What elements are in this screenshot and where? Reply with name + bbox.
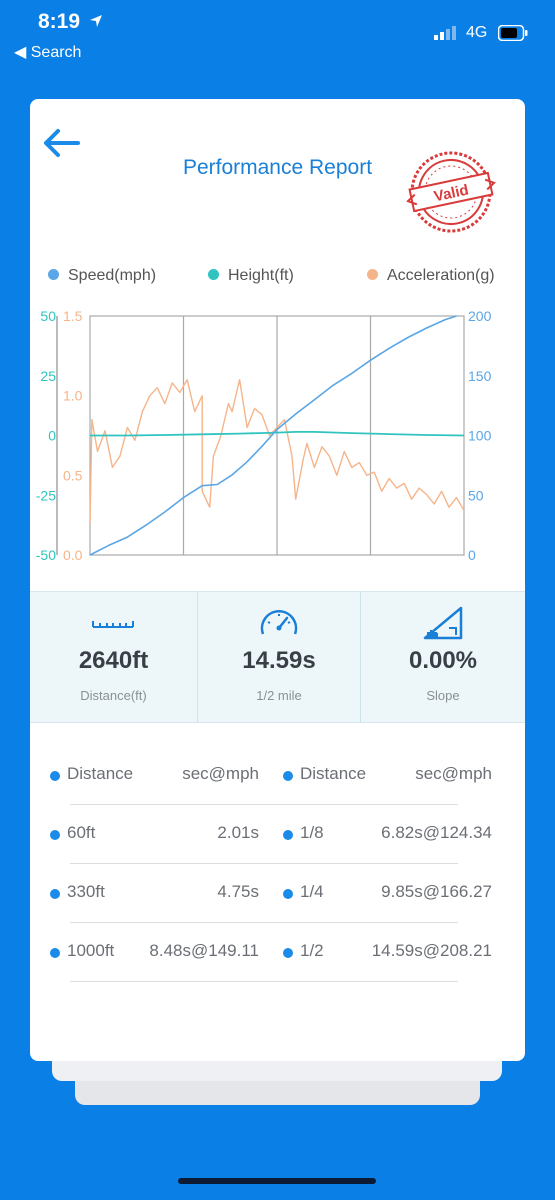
valid-stamp: Valid — [403, 147, 499, 242]
table-row: 330ft 4.75s 1/4 9.85s@166.27 — [30, 872, 525, 930]
speed-tick-label: 200 — [468, 308, 492, 324]
height-tick-label: 25 — [40, 368, 56, 384]
legend-speed: Speed(mph) — [48, 267, 156, 285]
split-time: 9.85s@166.27 — [381, 882, 492, 901]
speed-tick-label: 50 — [468, 487, 484, 503]
table-header-row: Distance sec@mph Distance sec@mph — [30, 754, 525, 812]
height-tick-label: 50 — [40, 308, 56, 324]
column-header: Distance — [67, 764, 134, 783]
speed-tick-label: 0 — [468, 547, 476, 563]
split-time: 4.75s — [217, 882, 259, 901]
slope-icon — [361, 606, 525, 640]
bullet-icon — [50, 830, 60, 840]
home-indicator — [178, 1178, 376, 1184]
stat-distance: 2640ft Distance(ft) — [30, 592, 197, 722]
row-divider — [70, 981, 458, 982]
chart-legend: Speed(mph) Height(ft) Acceleration(g) — [30, 267, 525, 287]
stat-label: Slope — [426, 688, 460, 703]
bullet-icon — [50, 771, 60, 781]
divider — [360, 592, 361, 722]
table-row: 1000ft 8.48s@149.11 1/2 14.59s@208.21 — [30, 931, 525, 989]
battery-icon — [497, 24, 528, 46]
back-arrow-icon — [44, 129, 80, 157]
stat-slope: 0.00% Slope — [361, 592, 525, 722]
split-distance: 1/8 — [300, 823, 324, 842]
speed-tick-label: 100 — [468, 428, 492, 444]
stat-time: 14.59s 1/2 mile — [198, 592, 360, 722]
height-series-line — [90, 431, 465, 437]
speed-dot-icon — [48, 269, 59, 280]
divider — [197, 592, 198, 722]
signal-icon — [434, 26, 458, 45]
bullet-icon — [50, 889, 60, 899]
svg-text:Valid: Valid — [432, 182, 470, 206]
acceleration-dot-icon — [367, 269, 378, 280]
row-divider — [70, 804, 458, 805]
split-distance: 1/2 — [300, 941, 324, 960]
stat-value: 0.00% — [408, 647, 478, 674]
split-distance: 1000ft — [67, 941, 115, 960]
bullet-icon — [50, 948, 60, 958]
acceleration-tick-label: 1.5 — [63, 308, 83, 324]
split-time: 14.59s@208.21 — [371, 941, 492, 960]
table-row: 60ft 2.01s 1/8 6.82s@124.34 — [30, 813, 525, 871]
split-time: 8.48s@149.11 — [149, 941, 259, 960]
height-dot-icon — [208, 269, 219, 280]
split-distance: 330ft — [67, 882, 105, 901]
page-title: Performance Report — [182, 156, 373, 179]
stat-label: Distance(ft) — [80, 688, 147, 703]
back-button[interactable] — [40, 127, 82, 159]
acceleration-tick-label: 0.5 — [63, 467, 83, 483]
acceleration-tick-label: 1.0 — [63, 388, 83, 404]
speedometer-icon — [198, 606, 360, 638]
bullet-icon — [283, 830, 293, 840]
split-distance: 60ft — [67, 823, 96, 842]
legend-height: Height(ft) — [208, 267, 294, 285]
split-distance: 1/4 — [300, 882, 324, 901]
bullet-icon — [283, 948, 293, 958]
location-arrow-icon — [89, 14, 103, 33]
stat-value: 2640ft — [78, 647, 149, 674]
speed-tick-label: 150 — [468, 368, 492, 384]
stat-label: 1/2 mile — [256, 688, 302, 703]
column-header: Distance — [300, 764, 367, 783]
back-to-search-link[interactable]: ◀ Search — [14, 44, 82, 61]
speed-series-line — [89, 315, 457, 556]
split-time: 6.82s@124.34 — [381, 823, 492, 842]
legend-acceleration: Acceleration(g) — [367, 267, 495, 285]
bullet-icon — [283, 771, 293, 781]
row-divider — [70, 922, 458, 923]
height-tick-label: -25 — [36, 487, 56, 503]
network-type: 4G — [466, 24, 488, 41]
report-card: Performance Report Valid Speed(mph) Heig… — [30, 99, 525, 1061]
clock: 8:19 — [38, 10, 81, 33]
status-bar: 8:19 ◀ Search 4G — [0, 0, 555, 70]
bullet-icon — [283, 889, 293, 899]
row-divider — [70, 863, 458, 864]
column-header: sec@mph — [182, 764, 259, 783]
performance-chart: 50 25 0 -25 -50 1.5 1.0 0.5 0.0 200 150 100 50 0 — [36, 308, 492, 563]
stat-value: 14.59s — [242, 647, 316, 674]
split-time: 2.01s — [217, 823, 259, 842]
stats-panel: 2640ft Distance(ft) 14.59s 1/2 mile — [30, 591, 525, 723]
height-tick-label: 0 — [48, 428, 56, 444]
acceleration-series-line — [89, 378, 465, 524]
ruler-icon — [30, 606, 197, 638]
column-header: sec@mph — [415, 764, 492, 783]
height-tick-label: -50 — [36, 547, 56, 563]
acceleration-tick-label: 0.0 — [63, 547, 83, 563]
